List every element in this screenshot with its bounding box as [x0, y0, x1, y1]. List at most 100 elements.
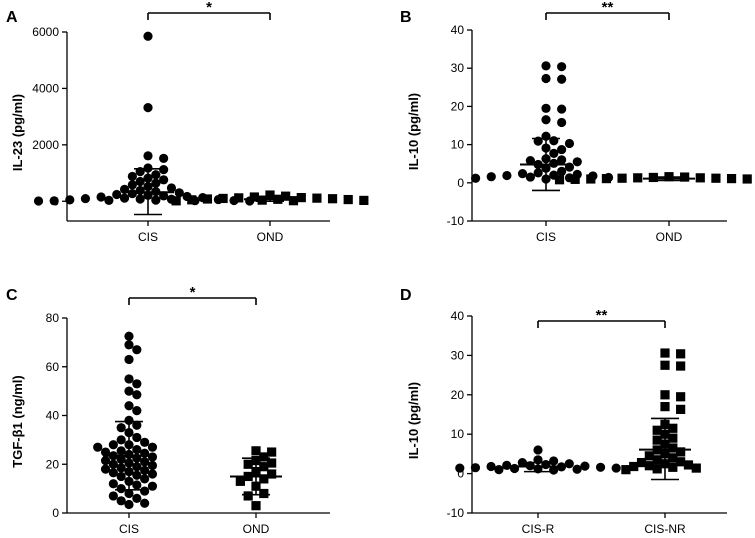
data-point — [143, 163, 153, 173]
data-point — [557, 144, 567, 155]
y-tick-label: 2000 — [32, 138, 59, 152]
data-point — [359, 195, 369, 206]
data-point — [132, 379, 142, 389]
y-tick-label: 10 — [451, 427, 465, 441]
data-point — [108, 459, 118, 469]
data-point — [648, 172, 658, 183]
y-tick-label: 40 — [451, 23, 465, 37]
panel-letter: D — [400, 287, 412, 304]
significance-label: * — [206, 0, 212, 16]
data-point — [676, 404, 686, 414]
data-point — [100, 455, 111, 466]
data-point — [93, 442, 103, 452]
data-point — [166, 183, 177, 193]
significance-bracket: * — [147, 0, 271, 20]
data-point — [104, 195, 114, 206]
data-point — [65, 195, 75, 205]
data-point — [127, 171, 137, 182]
data-point — [132, 432, 142, 443]
data-point — [259, 488, 269, 499]
data-point — [127, 180, 137, 190]
data-point — [533, 445, 543, 455]
data-point — [243, 491, 253, 501]
data-point — [343, 194, 353, 205]
error-bar — [512, 461, 564, 473]
data-point — [676, 361, 686, 371]
data-point — [124, 386, 134, 396]
y-tick-label: 40 — [451, 309, 465, 323]
data-point — [554, 175, 565, 185]
y-tick-label: -10 — [447, 506, 465, 520]
data-point — [116, 463, 126, 473]
data-point — [281, 191, 291, 201]
data-point — [235, 476, 245, 486]
data-point — [557, 166, 567, 176]
data-point — [549, 456, 559, 466]
panel-d: D -10 0 10 20 30 40 IL-10 (pg/ml) CIS-R CIS-NR ** — [400, 287, 727, 536]
data-point — [135, 176, 145, 187]
data-point — [711, 173, 721, 183]
data-point — [202, 194, 213, 204]
data-point — [557, 62, 567, 72]
data-point — [486, 172, 496, 182]
data-point — [691, 463, 701, 473]
data-point — [243, 459, 253, 469]
data-point — [147, 442, 158, 452]
error-bar — [520, 137, 572, 192]
data-point — [124, 340, 134, 350]
data-point — [601, 173, 612, 184]
significance-label: ** — [602, 0, 614, 16]
data-point — [119, 193, 130, 203]
data-point — [549, 148, 559, 158]
panel-letter: C — [6, 287, 18, 304]
error-bar — [230, 457, 282, 496]
y-tick-label: 0 — [52, 506, 59, 520]
data-point — [124, 331, 134, 341]
data-point — [147, 460, 158, 471]
x-tick-label: CIS — [536, 230, 556, 244]
panel-c: C 0 20 40 60 80 TGF-β1 (ng/ml) CIS OND * — [6, 284, 330, 536]
data-point — [140, 465, 150, 475]
panel-letter: B — [400, 9, 412, 26]
data-point — [33, 196, 44, 206]
data-point — [660, 348, 670, 358]
y-tick-label: 0 — [457, 467, 464, 481]
data-point — [132, 470, 142, 480]
data-point — [100, 447, 111, 457]
data-point — [683, 460, 694, 470]
data-point — [132, 493, 142, 503]
y-tick-label: 20 — [46, 457, 60, 471]
data-point — [159, 153, 169, 163]
data-point — [455, 463, 465, 473]
data-point — [541, 459, 551, 470]
data-point — [517, 169, 528, 179]
panel-b: B -10 0 10 20 30 40 IL-10 (pg/ml) CIS OND ** — [400, 0, 752, 244]
data-point — [151, 195, 161, 205]
data-point — [132, 420, 142, 430]
data-point — [541, 115, 551, 125]
y-axis-label: TGF-β1 (ng/ml) — [10, 375, 25, 467]
data-point — [644, 451, 654, 461]
error-bar — [643, 176, 695, 182]
data-point — [159, 175, 169, 185]
data-point — [218, 193, 228, 204]
data-point — [541, 61, 551, 71]
data-point — [288, 196, 299, 206]
error-bar — [122, 168, 174, 216]
data-point — [570, 174, 580, 184]
data-point — [742, 174, 752, 184]
data-point — [116, 484, 126, 494]
data-point — [124, 499, 134, 510]
data-point — [668, 433, 678, 443]
data-point — [140, 457, 150, 467]
y-tick-label: 30 — [451, 61, 465, 75]
data-point — [135, 185, 145, 196]
data-point — [132, 462, 142, 472]
data-point — [644, 461, 654, 471]
data-point — [259, 452, 269, 462]
data-point — [132, 480, 142, 490]
data-point — [494, 465, 504, 475]
